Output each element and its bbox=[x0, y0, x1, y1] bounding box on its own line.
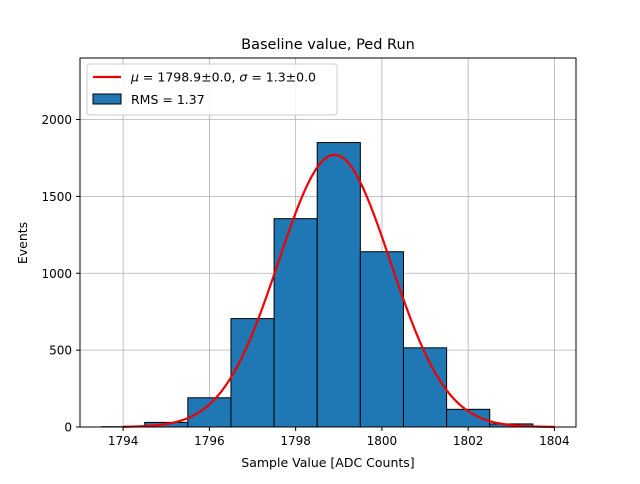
legend: μ = 1798.9±0.0, σ = 1.3±0.0 RMS = 1.37 bbox=[87, 64, 337, 115]
y-axis-label: Events bbox=[15, 222, 30, 264]
x-axis-label: Sample Value [ADC Counts] bbox=[241, 455, 414, 470]
legend-mu-value: = 1798.9±0.0, bbox=[139, 70, 239, 85]
y-tick-label: 1000 bbox=[41, 267, 72, 281]
x-tick-label: 1800 bbox=[367, 434, 398, 448]
y-tick-label: 0 bbox=[64, 421, 72, 435]
x-tick-label: 1804 bbox=[539, 434, 570, 448]
chart-title: Baseline value, Ped Run bbox=[241, 37, 415, 53]
y-tick-label: 1500 bbox=[41, 190, 72, 204]
histogram-bar bbox=[403, 348, 446, 427]
x-tick-label: 1796 bbox=[194, 434, 225, 448]
legend-sigma-value: = 1.3±0.0 bbox=[247, 70, 316, 85]
histogram-bar bbox=[317, 143, 360, 427]
legend-fit-label: μ = 1798.9±0.0, σ = 1.3±0.0 bbox=[130, 70, 316, 85]
histogram-bar bbox=[188, 398, 231, 427]
legend-hist-label: RMS = 1.37 bbox=[131, 92, 205, 107]
legend-hist-swatch bbox=[93, 94, 121, 104]
histogram-bar bbox=[274, 219, 317, 427]
y-tick-label: 2000 bbox=[41, 113, 72, 127]
legend-mu-symbol: μ bbox=[130, 70, 139, 85]
x-tick-label: 1798 bbox=[280, 434, 311, 448]
y-tick-label: 500 bbox=[49, 344, 72, 358]
x-tick-label: 1802 bbox=[453, 434, 484, 448]
x-tick-label: 1794 bbox=[108, 434, 139, 448]
